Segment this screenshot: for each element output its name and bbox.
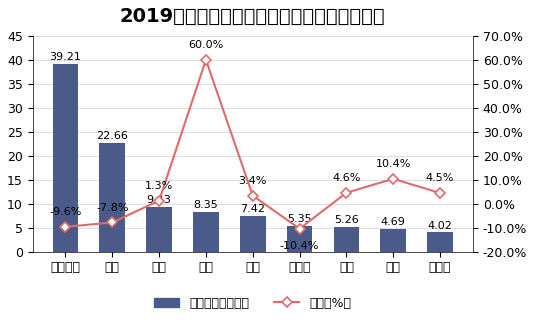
Text: 22.66: 22.66 bbox=[96, 131, 128, 141]
Text: 60.0%: 60.0% bbox=[189, 40, 224, 50]
Bar bbox=[334, 226, 359, 252]
Text: 39.21: 39.21 bbox=[50, 52, 81, 62]
Text: -7.8%: -7.8% bbox=[96, 203, 129, 213]
Text: 3.4%: 3.4% bbox=[239, 176, 267, 186]
Title: 2019年中国低压电器出口主要国、地区及增长: 2019年中国低压电器出口主要国、地区及增长 bbox=[120, 7, 386, 26]
Text: 5.35: 5.35 bbox=[287, 214, 312, 224]
Text: 10.4%: 10.4% bbox=[375, 159, 411, 169]
Bar bbox=[99, 143, 125, 252]
Bar bbox=[146, 206, 172, 252]
Text: 5.26: 5.26 bbox=[334, 215, 359, 224]
Text: 9.43: 9.43 bbox=[147, 195, 171, 205]
Bar bbox=[193, 212, 219, 252]
Text: -10.4%: -10.4% bbox=[280, 241, 319, 251]
Bar bbox=[287, 226, 312, 252]
Text: 4.02: 4.02 bbox=[428, 220, 452, 230]
Bar bbox=[240, 216, 265, 252]
Text: 7.42: 7.42 bbox=[240, 204, 265, 214]
Text: 4.6%: 4.6% bbox=[332, 173, 360, 183]
Text: 4.69: 4.69 bbox=[381, 217, 406, 227]
Text: 4.5%: 4.5% bbox=[426, 174, 454, 183]
Text: 8.35: 8.35 bbox=[193, 200, 218, 210]
Legend: 出口额（亿美元）, 同比（%）: 出口额（亿美元）, 同比（%） bbox=[149, 291, 356, 315]
Text: -9.6%: -9.6% bbox=[49, 207, 82, 217]
Bar bbox=[427, 232, 453, 252]
Bar bbox=[380, 229, 406, 252]
Text: 1.3%: 1.3% bbox=[145, 181, 173, 191]
Bar bbox=[52, 64, 78, 252]
